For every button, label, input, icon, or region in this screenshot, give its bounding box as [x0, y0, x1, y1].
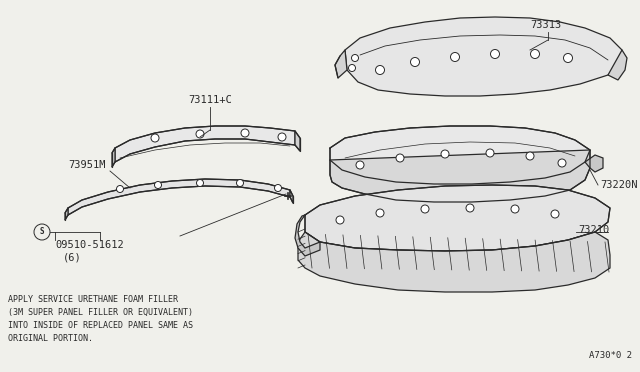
Circle shape — [558, 159, 566, 167]
Text: 09510-51612: 09510-51612 — [55, 240, 124, 250]
Text: 73951M: 73951M — [68, 160, 106, 170]
Circle shape — [511, 205, 519, 213]
Circle shape — [441, 150, 449, 158]
Text: APPLY SERVICE URETHANE FOAM FILLER: APPLY SERVICE URETHANE FOAM FILLER — [8, 295, 178, 304]
Circle shape — [151, 134, 159, 142]
Circle shape — [486, 149, 494, 157]
Text: INTO INSIDE OF REPLACED PANEL SAME AS: INTO INSIDE OF REPLACED PANEL SAME AS — [8, 321, 193, 330]
Polygon shape — [330, 150, 590, 202]
Polygon shape — [330, 126, 590, 184]
Circle shape — [531, 49, 540, 58]
Circle shape — [490, 49, 499, 58]
Polygon shape — [112, 148, 115, 167]
Circle shape — [116, 186, 124, 192]
Text: (6): (6) — [63, 252, 82, 262]
Polygon shape — [295, 131, 300, 151]
Text: 73111+C: 73111+C — [188, 95, 232, 105]
Circle shape — [563, 54, 573, 62]
Circle shape — [396, 154, 404, 162]
Text: A730*0 2: A730*0 2 — [589, 351, 632, 360]
Text: S: S — [40, 228, 44, 237]
Circle shape — [421, 205, 429, 213]
Circle shape — [34, 224, 50, 240]
Circle shape — [196, 130, 204, 138]
Polygon shape — [115, 126, 295, 162]
Circle shape — [154, 182, 161, 189]
Polygon shape — [335, 50, 347, 78]
Circle shape — [451, 52, 460, 61]
Text: (3M SUPER PANEL FILLER OR EQUIVALENT): (3M SUPER PANEL FILLER OR EQUIVALENT) — [8, 308, 193, 317]
Circle shape — [551, 210, 559, 218]
Text: 73210: 73210 — [578, 225, 609, 235]
Circle shape — [278, 133, 286, 141]
Polygon shape — [290, 190, 293, 203]
Polygon shape — [305, 185, 610, 251]
Circle shape — [237, 180, 243, 186]
Circle shape — [241, 129, 249, 137]
Circle shape — [349, 64, 355, 71]
Polygon shape — [295, 215, 320, 256]
Text: 73313: 73313 — [530, 20, 561, 30]
Polygon shape — [68, 179, 290, 215]
Polygon shape — [585, 155, 603, 172]
Circle shape — [466, 204, 474, 212]
Polygon shape — [65, 208, 68, 220]
Circle shape — [351, 55, 358, 61]
Text: ORIGINAL PORTION.: ORIGINAL PORTION. — [8, 334, 93, 343]
Circle shape — [275, 185, 282, 192]
Circle shape — [196, 180, 204, 186]
Polygon shape — [298, 232, 610, 292]
Circle shape — [376, 65, 385, 74]
Circle shape — [336, 216, 344, 224]
Polygon shape — [345, 17, 622, 96]
Circle shape — [376, 209, 384, 217]
Circle shape — [410, 58, 419, 67]
Circle shape — [356, 161, 364, 169]
Polygon shape — [608, 50, 627, 80]
Text: 73220N: 73220N — [600, 180, 637, 190]
Circle shape — [526, 152, 534, 160]
